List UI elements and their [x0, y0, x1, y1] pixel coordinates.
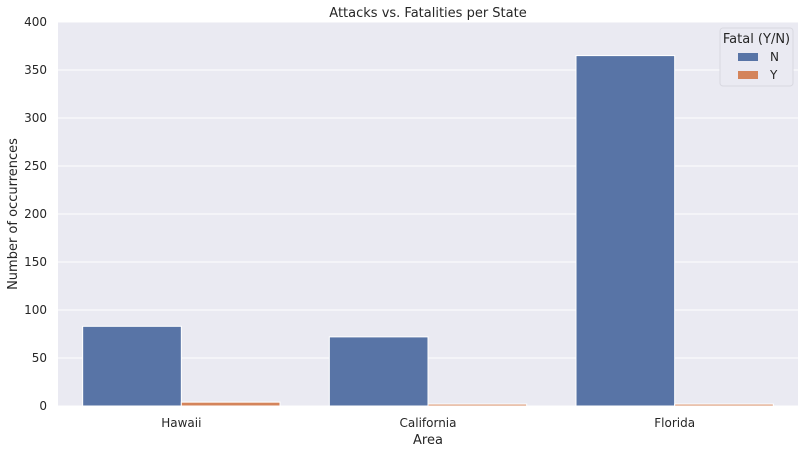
legend-swatch-n [738, 53, 758, 61]
y-tick-label: 350 [24, 63, 47, 77]
bar-california-y [427, 403, 528, 407]
x-tick-label: California [400, 416, 457, 430]
legend-items: NY [738, 50, 779, 82]
legend-label-y: Y [769, 68, 778, 82]
chart-title: Attacks vs. Fatalities per State [329, 6, 526, 21]
bar-hawaii-y [180, 401, 281, 407]
y-tick-label: 400 [24, 15, 47, 29]
x-tick-label: Hawaii [161, 416, 201, 430]
y-tick-label: 0 [39, 399, 47, 413]
y-axis-label: Number of occurrences [6, 138, 21, 290]
y-tick-label: 100 [24, 303, 47, 317]
y-tick-label: 250 [24, 159, 47, 173]
legend-label-n: N [770, 50, 779, 64]
y-tick-label: 300 [24, 111, 47, 125]
y-tick-label: 200 [24, 207, 47, 221]
y-tick-labels: 0 50 100 150 200 250 300 350 400 [24, 15, 47, 413]
bars [82, 55, 774, 407]
y-tick-label: 50 [32, 351, 47, 365]
legend-swatch-y [738, 71, 758, 79]
x-tick-label: Florida [654, 416, 695, 430]
bar-florida-y [674, 403, 774, 407]
x-axis-label: Area [413, 433, 443, 448]
bar-florida-n [575, 55, 676, 407]
x-tick-labels: Hawaii California Florida [161, 416, 695, 430]
bar-hawaii-n [82, 325, 182, 407]
bar-california-n [328, 336, 429, 407]
legend: Fatal (Y/N) NY [719, 27, 794, 87]
legend-title: Fatal (Y/N) [723, 32, 790, 47]
y-tick-label: 150 [24, 255, 47, 269]
